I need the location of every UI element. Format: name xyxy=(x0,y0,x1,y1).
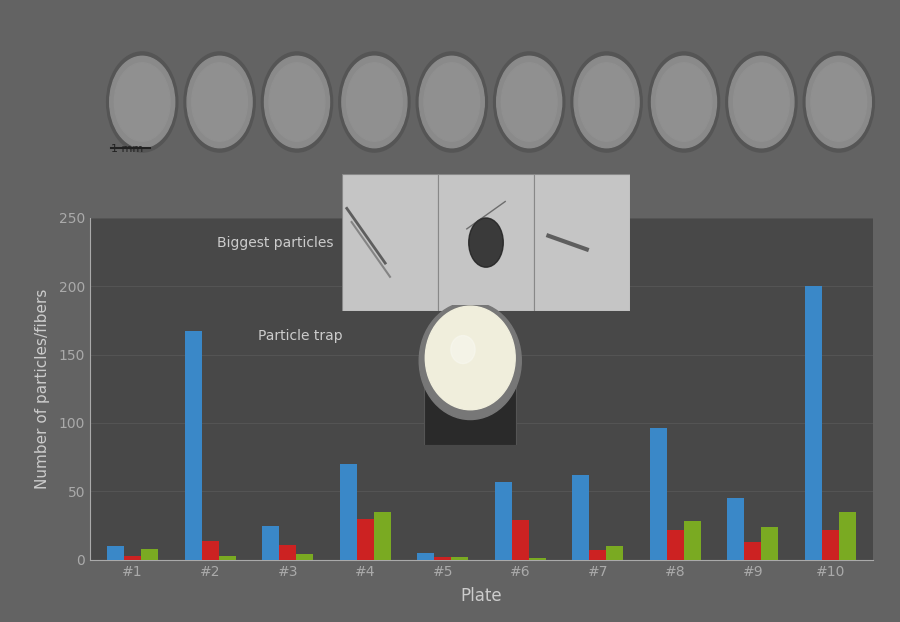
Bar xyxy=(438,174,534,311)
Circle shape xyxy=(734,63,789,141)
Bar xyxy=(184,332,202,560)
Circle shape xyxy=(184,52,256,152)
Bar xyxy=(202,541,219,560)
Circle shape xyxy=(806,57,871,148)
Bar xyxy=(667,530,684,560)
Bar xyxy=(744,542,761,560)
Bar xyxy=(279,545,296,560)
Circle shape xyxy=(342,57,407,148)
Circle shape xyxy=(652,57,716,148)
Bar xyxy=(141,549,158,560)
Bar xyxy=(342,174,438,311)
Bar xyxy=(296,554,313,560)
Circle shape xyxy=(187,57,252,148)
Circle shape xyxy=(424,63,480,141)
Circle shape xyxy=(265,57,329,148)
Circle shape xyxy=(648,52,720,152)
Bar xyxy=(650,429,667,560)
Bar xyxy=(534,174,630,311)
Bar xyxy=(512,520,529,560)
Bar xyxy=(839,512,856,560)
Circle shape xyxy=(114,63,170,141)
Circle shape xyxy=(497,57,562,148)
Bar xyxy=(727,498,744,560)
Bar xyxy=(761,527,778,560)
Circle shape xyxy=(493,52,565,152)
Circle shape xyxy=(106,52,178,152)
Bar xyxy=(107,546,124,560)
Bar xyxy=(572,475,590,560)
Bar xyxy=(374,512,391,560)
Circle shape xyxy=(725,52,797,152)
Circle shape xyxy=(579,63,634,141)
Circle shape xyxy=(419,302,521,420)
Bar xyxy=(451,557,468,560)
Circle shape xyxy=(803,52,875,152)
Bar xyxy=(219,555,236,560)
Circle shape xyxy=(269,63,325,141)
Circle shape xyxy=(426,306,515,410)
Circle shape xyxy=(656,63,712,141)
Circle shape xyxy=(574,57,639,148)
Bar xyxy=(424,382,517,445)
Bar xyxy=(590,550,607,560)
Y-axis label: Number of particles/fibers: Number of particles/fibers xyxy=(35,289,50,489)
Text: Biggest particles: Biggest particles xyxy=(217,236,333,249)
Bar xyxy=(607,546,624,560)
Circle shape xyxy=(469,218,503,267)
Text: Particle trap: Particle trap xyxy=(258,328,343,343)
Bar xyxy=(434,557,451,560)
Bar xyxy=(529,559,545,560)
Circle shape xyxy=(346,63,402,141)
Circle shape xyxy=(338,52,410,152)
Bar xyxy=(339,464,356,560)
Circle shape xyxy=(811,63,867,141)
Circle shape xyxy=(501,63,557,141)
Circle shape xyxy=(110,57,175,148)
Bar xyxy=(356,519,374,560)
Circle shape xyxy=(419,57,484,148)
Bar xyxy=(822,530,839,560)
Circle shape xyxy=(192,63,248,141)
Bar xyxy=(805,286,822,560)
Bar xyxy=(262,526,279,560)
Bar xyxy=(418,553,434,560)
Text: 1 mm: 1 mm xyxy=(112,144,143,154)
Bar xyxy=(684,521,701,560)
Circle shape xyxy=(729,57,794,148)
Circle shape xyxy=(451,335,475,363)
X-axis label: Plate: Plate xyxy=(461,587,502,605)
Bar xyxy=(495,482,512,560)
Circle shape xyxy=(261,52,333,152)
Bar xyxy=(124,555,141,560)
Circle shape xyxy=(416,52,488,152)
Circle shape xyxy=(571,52,643,152)
